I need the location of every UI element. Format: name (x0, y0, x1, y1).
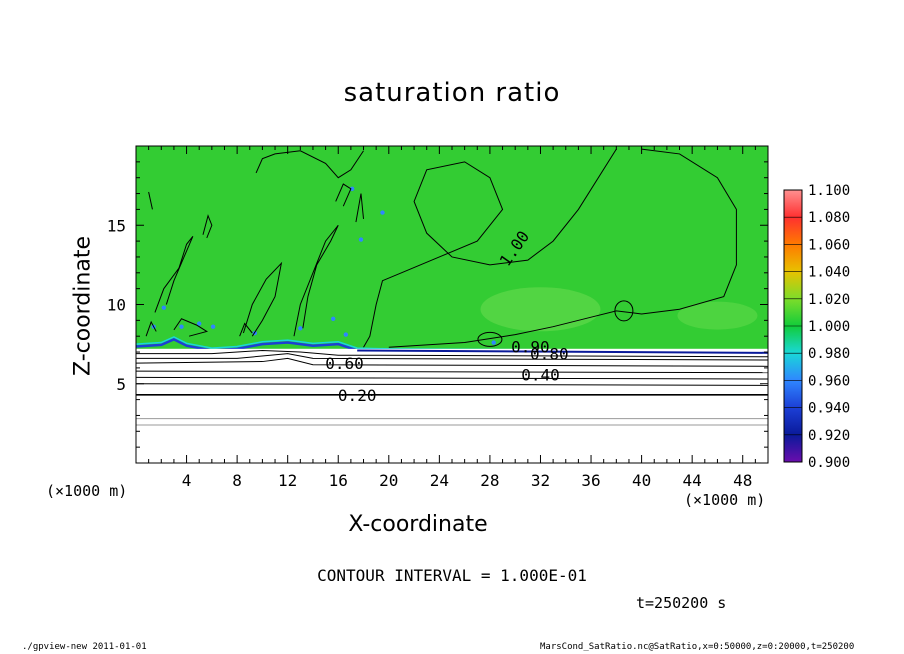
contour-blob (335, 183, 352, 207)
x-tick-label: 36 (581, 471, 600, 490)
colorbar-band (784, 380, 802, 408)
contour-label: 0.40 (521, 365, 560, 384)
contour-blob (145, 320, 157, 337)
x-unit-label-left: (×1000 m) (46, 482, 128, 500)
colorbar-label: 1.020 (808, 292, 850, 308)
contour-line (135, 383, 769, 386)
chart-title: saturation ratio (343, 78, 561, 108)
contour-line (136, 349, 769, 358)
x-tick-label: 44 (683, 471, 702, 490)
contour-blob (355, 193, 365, 223)
contour-line (135, 357, 769, 367)
x-tick-label: 12 (278, 471, 297, 490)
x-tick-label: 16 (329, 471, 348, 490)
time-annotation: t=250200 s (636, 594, 727, 612)
colorbar-label: 1.100 (808, 183, 850, 199)
contour-blob (202, 214, 213, 239)
contour-line (135, 376, 769, 380)
colorbar-band (784, 353, 802, 381)
contour-line-1.00-right (388, 148, 737, 348)
contour-interval-text: CONTOUR INTERVAL = 1.000E-01 (317, 566, 587, 585)
y-tick-label: 5 (116, 375, 126, 394)
colorbar-band (784, 190, 802, 218)
x-tick-label: 48 (733, 471, 752, 490)
colorbar-band (784, 271, 802, 299)
x-tick-label: 8 (232, 471, 242, 490)
y-axis-label: Z-coordinate (70, 236, 96, 376)
contour-line (136, 353, 769, 361)
blue-speck (380, 210, 385, 215)
colorbar-band (784, 244, 802, 272)
contour-line (135, 370, 769, 374)
blue-speck (179, 324, 184, 329)
colorbar-label: 1.000 (808, 319, 850, 335)
contour-label: 0.90 (511, 338, 550, 357)
x-tick-label: 32 (531, 471, 550, 490)
contour-blob (173, 318, 209, 337)
blue-speck (349, 186, 355, 191)
contour-line-1.00 (363, 148, 617, 348)
blue-speck (197, 321, 202, 326)
cloud-base-edge (357, 349, 769, 354)
colorbar-label: 0.940 (808, 401, 850, 417)
colorbar-band (784, 407, 802, 435)
fill-patch (480, 287, 601, 332)
contour-blob (293, 224, 339, 337)
blue-speck (330, 316, 336, 321)
contour-label: 0.60 (325, 354, 364, 373)
colorbar-label: 0.920 (808, 428, 850, 444)
contour-closed (477, 331, 503, 347)
saturated-fill (136, 146, 768, 349)
contour-blob (148, 191, 153, 210)
colorbar-label: 0.960 (808, 373, 850, 389)
colorbar-band (784, 434, 802, 462)
blue-speck (298, 326, 303, 331)
fill-patch (677, 301, 758, 330)
blue-speck (358, 237, 364, 242)
x-tick-label: 20 (379, 471, 398, 490)
x-unit-label-right: (×1000 m) (684, 491, 766, 509)
y-tick-label: 15 (107, 216, 126, 235)
x-tick-label: 28 (480, 471, 499, 490)
contour-label: 0.20 (338, 386, 377, 405)
colorbar-label: 1.040 (808, 265, 850, 281)
footer-right-text: MarsCond_SatRatio.nc@SatRatio,x=0:50000,… (540, 642, 855, 652)
contour-line-top (255, 150, 364, 179)
colorbar-band (784, 298, 802, 326)
x-axis-label: X-coordinate (348, 512, 488, 537)
blue-speck (343, 332, 349, 337)
colorbar-band (784, 217, 802, 245)
colorbar-label: 0.980 (808, 346, 850, 362)
footer-left-text: ./gpview-new 2011-01-01 (22, 642, 147, 652)
contour-label: 0.80 (530, 345, 569, 364)
colorbar-band (784, 326, 802, 354)
dry-fill (136, 348, 768, 463)
colorbar-label: 1.080 (808, 210, 850, 226)
contour-closed (614, 300, 634, 322)
y-tick-label: 10 (107, 296, 126, 315)
contour-blob (239, 322, 253, 337)
x-tick-label: 24 (430, 471, 449, 490)
contour-blob (242, 261, 283, 337)
blue-speck (491, 340, 496, 345)
blue-speck (161, 305, 167, 310)
colorbar-label: 1.060 (808, 237, 850, 253)
contour-blob (154, 236, 194, 313)
x-tick-label: 40 (632, 471, 651, 490)
colorbar-label: 0.900 (808, 455, 850, 471)
x-tick-label: 4 (182, 471, 192, 490)
blue-speck (210, 324, 216, 329)
